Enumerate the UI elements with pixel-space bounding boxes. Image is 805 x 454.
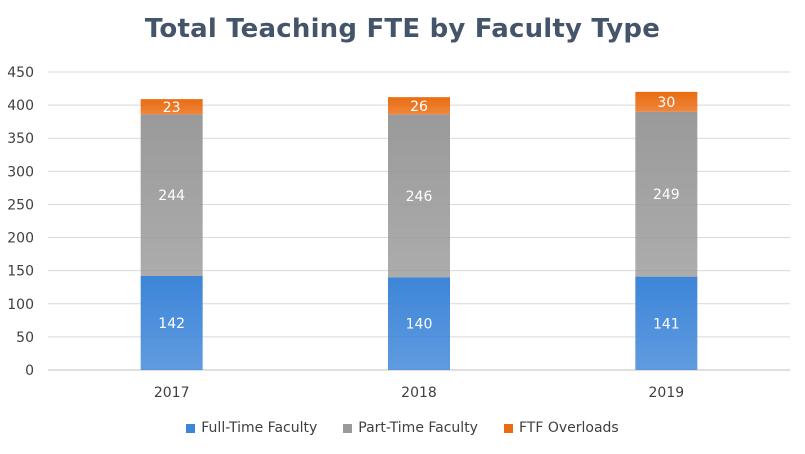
- bar-segment: [388, 114, 450, 278]
- y-tick-label: 150: [7, 264, 34, 280]
- y-tick-label: 200: [7, 231, 34, 247]
- data-label: 142: [158, 316, 185, 332]
- legend-swatch-overloads: [503, 423, 513, 433]
- legend-swatch-part-time: [343, 423, 353, 433]
- bar-segment: [140, 114, 203, 276]
- y-tick-label: 400: [7, 98, 34, 114]
- y-tick-label: 250: [7, 197, 34, 213]
- x-tick-label: 2017: [154, 385, 190, 401]
- y-tick-label: 300: [7, 164, 34, 180]
- legend: Full-Time Faculty Part-Time Faculty FTF …: [0, 420, 805, 436]
- y-tick-label: 450: [7, 65, 34, 81]
- data-label: 140: [406, 317, 433, 333]
- legend-label-full-time: Full-Time Faculty: [201, 420, 318, 436]
- legend-item-part-time: Part-Time Faculty: [343, 420, 478, 436]
- data-label: 141: [653, 316, 680, 332]
- y-tick-label: 0: [25, 363, 34, 379]
- data-label: 249: [653, 187, 680, 203]
- y-tick-label: 350: [7, 131, 34, 147]
- bar-segment: [635, 276, 698, 370]
- data-label: 244: [158, 188, 185, 204]
- data-label: 26: [410, 99, 428, 115]
- bar-segment: [635, 91, 698, 112]
- bar-segment: [388, 97, 450, 115]
- data-label: 246: [406, 189, 433, 205]
- legend-item-overloads: FTF Overloads: [503, 420, 619, 436]
- data-label: 23: [163, 100, 181, 116]
- y-tick-label: 50: [16, 330, 34, 346]
- x-tick-label: 2018: [401, 385, 437, 401]
- bar-segment: [388, 277, 450, 370]
- bar-segment: [140, 275, 203, 370]
- data-label: 30: [657, 95, 675, 111]
- legend-swatch-full-time: [186, 423, 196, 433]
- y-tick-label: 100: [7, 297, 34, 313]
- chart-title: Total Teaching FTE by Faculty Type: [144, 14, 661, 44]
- x-tick-label: 2019: [649, 385, 685, 401]
- legend-item-full-time: Full-Time Faculty: [186, 420, 317, 436]
- bar-segment: [635, 111, 698, 277]
- legend-label-part-time: Part-Time Faculty: [358, 420, 478, 436]
- bar-segment: [140, 99, 203, 115]
- legend-label-overloads: FTF Overloads: [518, 420, 619, 436]
